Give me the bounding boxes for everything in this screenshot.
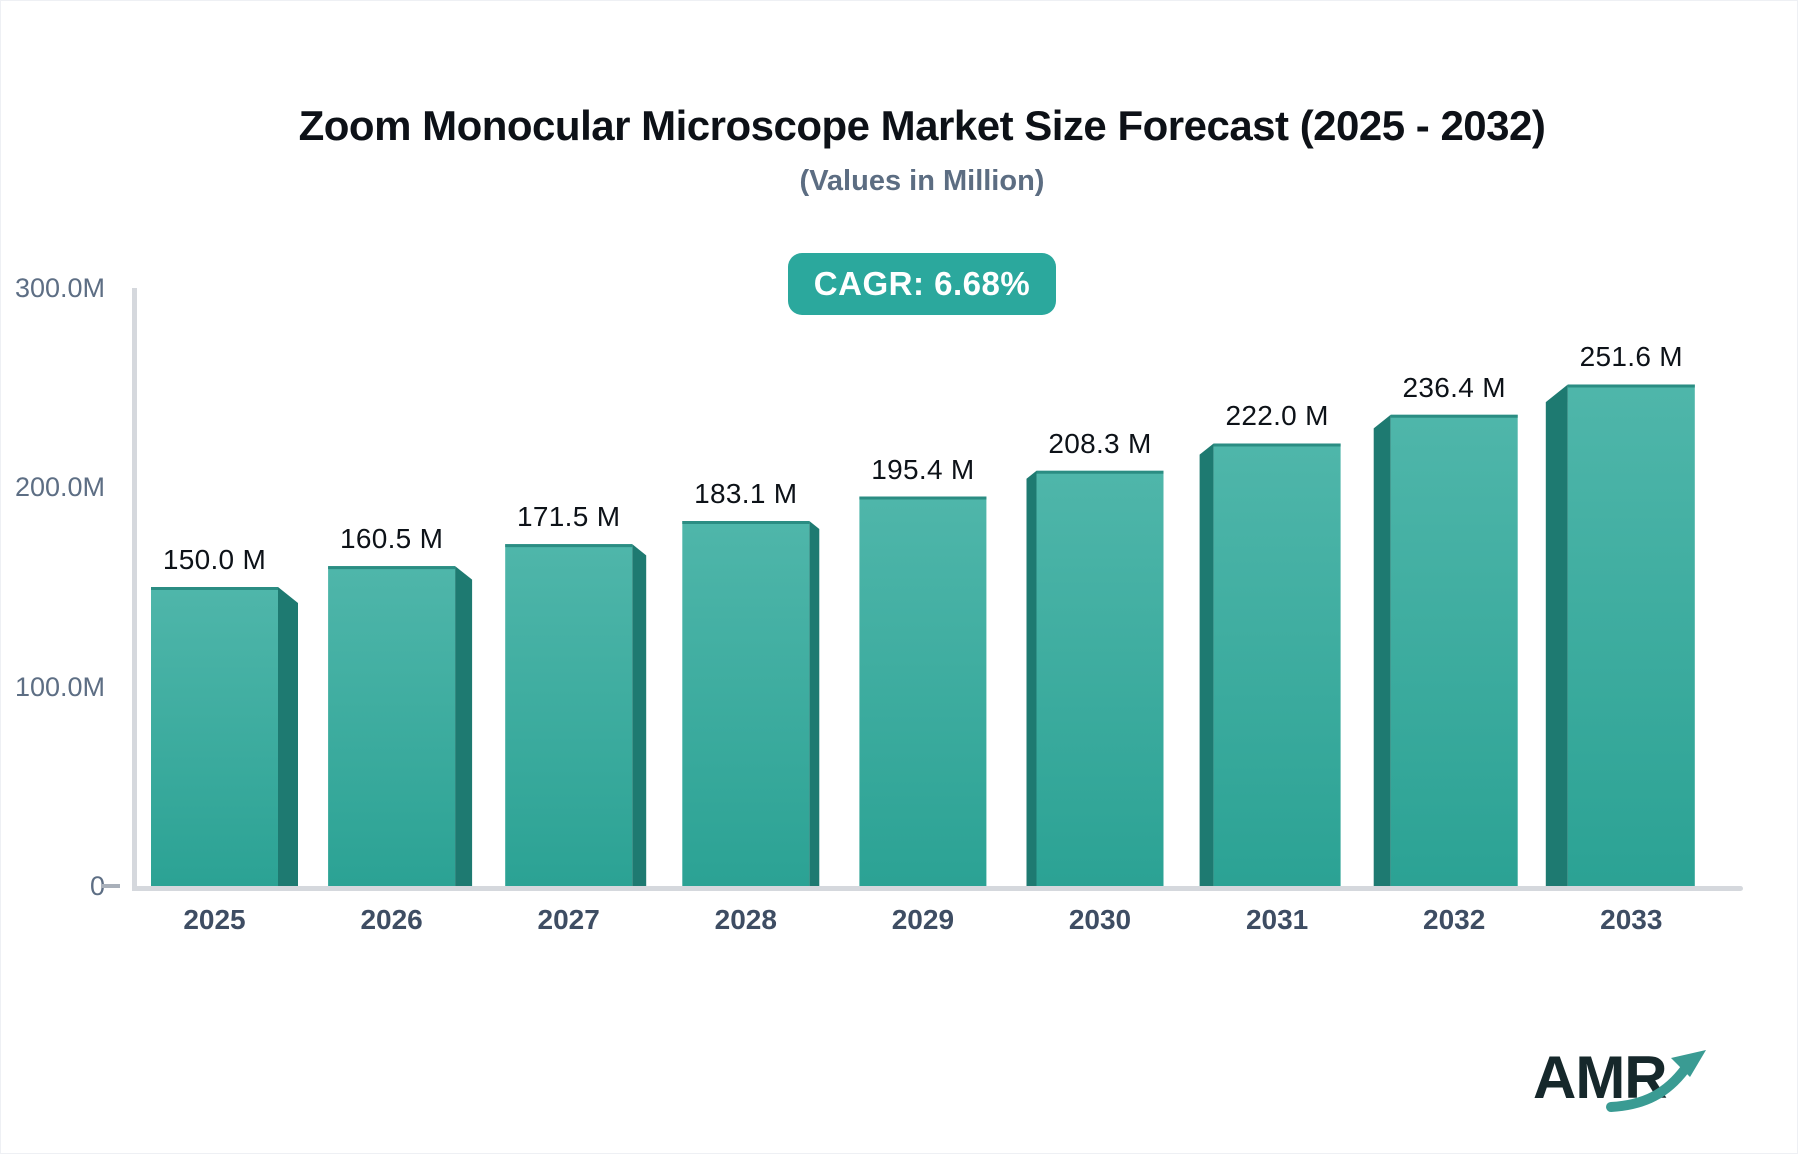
bar-2028 <box>682 521 820 888</box>
value-label-2029: 195.4 M <box>871 453 975 485</box>
bar-side-face <box>1545 384 1568 888</box>
bar-side-face <box>1373 414 1391 888</box>
bar-front-face <box>859 496 987 888</box>
bar-front-face <box>328 566 456 888</box>
x-tick-2026: 2026 <box>360 904 423 935</box>
value-label-2031: 222.0 M <box>1225 400 1329 432</box>
value-label-2026: 160.5 M <box>339 523 444 555</box>
zero-tick-dash <box>101 884 120 888</box>
y-tick-100.0M: 100.0M <box>14 671 105 702</box>
value-label-2025: 150.0 M <box>162 544 267 575</box>
bar-side-face <box>809 521 820 888</box>
bar-front-face <box>682 521 810 888</box>
x-tick-2030: 2030 <box>1068 904 1132 935</box>
growth-arrow-icon <box>1606 1050 1706 1112</box>
x-axis-line <box>132 886 1743 891</box>
bar-2031 <box>1199 443 1341 888</box>
bar-2025 <box>151 587 298 888</box>
bar-2030 <box>1026 470 1164 888</box>
bar-front-face <box>505 544 633 888</box>
bar-side-face <box>1026 470 1037 888</box>
bar-2033 <box>1545 384 1695 888</box>
y-tick-300.0M: 300.0M <box>14 273 105 303</box>
x-tick-2028: 2028 <box>714 904 777 935</box>
x-tick-2029: 2029 <box>891 904 955 935</box>
x-tick-2025: 2025 <box>183 904 246 935</box>
value-label-2033: 251.6 M <box>1579 341 1683 373</box>
bar-2027 <box>505 544 647 888</box>
y-axis-line <box>132 288 137 891</box>
bar-2032 <box>1373 414 1518 888</box>
x-tick-2031: 2031 <box>1245 904 1309 935</box>
value-label-2028: 183.1 M <box>694 478 798 510</box>
value-label-2027: 171.5 M <box>517 501 621 533</box>
cagr-badge: CAGR: 6.68% <box>788 253 1056 315</box>
y-tick-0: 0 <box>89 871 105 901</box>
bar-side-face <box>1199 443 1214 888</box>
chart-subtitle: (Values in Million) <box>799 165 1045 197</box>
bar-2029 <box>859 496 987 888</box>
bar-side-face <box>632 544 647 888</box>
amr-logo: AMR <box>1529 1033 1741 1127</box>
bar-front-face <box>1390 414 1518 888</box>
bar-side-face <box>278 587 298 888</box>
bar-front-face <box>151 587 278 888</box>
bar-front-face <box>1036 470 1164 888</box>
bar-front-face <box>1567 384 1695 888</box>
x-tick-2032: 2032 <box>1423 904 1486 935</box>
bar-2026 <box>328 566 473 888</box>
bar-side-face <box>455 566 473 888</box>
bar-front-face <box>1213 443 1341 888</box>
value-label-2032: 236.4 M <box>1402 371 1506 403</box>
x-tick-2027: 2027 <box>537 904 600 935</box>
y-tick-200.0M: 200.0M <box>14 472 105 503</box>
x-tick-2033: 2033 <box>1600 904 1663 935</box>
chart-title: Zoom Monocular Microscope Market Size Fo… <box>298 102 1546 149</box>
value-label-2030: 208.3 M <box>1048 427 1152 459</box>
